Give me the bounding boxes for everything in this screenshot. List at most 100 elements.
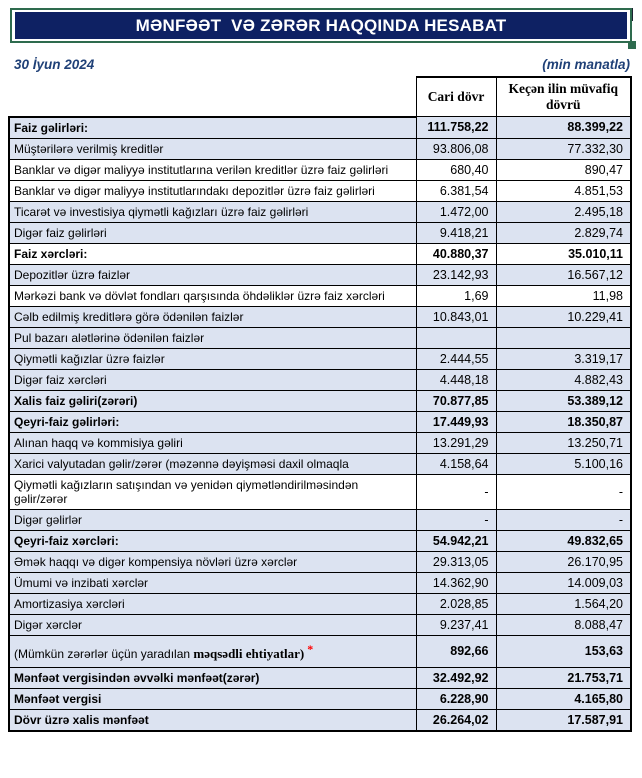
report-date: 30 İyun 2024 xyxy=(14,57,95,72)
row-label-cell: Digər xərclər xyxy=(8,613,417,636)
table-row: Banklar və digər maliyyə institutlarında… xyxy=(8,179,632,202)
row-label-cell: Pul bazarı alətlərinə ödənilən faizlər xyxy=(8,326,417,349)
previous-value-cell: 35.010,11 xyxy=(495,242,632,265)
current-value-cell: 26.264,02 xyxy=(415,708,497,732)
unit-note: (min manatla) xyxy=(542,57,630,72)
table-row: Alınan haqq və kommisiya gəliri 13.291,29… xyxy=(8,431,632,454)
table-row: Qiymətli kağızlar üzrə faizlər 2.444,55 3.… xyxy=(8,347,632,370)
row-label-cell: Mənfəət vergisi xyxy=(8,687,417,710)
row-label-cell: Müştərilərə verilmiş kreditlər xyxy=(8,137,417,160)
label-prefix: (Mümkün zərərlər üçün yaradılan xyxy=(14,646,194,661)
current-value-cell: 17.449,93 xyxy=(415,410,497,433)
previous-value-cell: 153,63 xyxy=(495,634,632,668)
table-row: Digər xərclər 9.237,41 8.088,47 xyxy=(8,613,632,636)
row-label-cell: Digər faiz gəlirləri xyxy=(8,221,417,244)
current-value-cell: 111.758,22 xyxy=(415,116,497,139)
previous-value-cell: 14.009,03 xyxy=(495,571,632,594)
col-header-previous: Keçən ilin müvafiq dövrü xyxy=(495,76,632,117)
current-value-cell: 9.418,21 xyxy=(415,221,497,244)
previous-value-cell: - xyxy=(495,508,632,531)
previous-value-cell: 4.882,43 xyxy=(495,368,632,391)
table-row: Digər gəlirlər - - xyxy=(8,508,632,531)
current-value-cell: 6.381,54 xyxy=(415,179,497,202)
table-row: Müştərilərə verilmiş kreditlər 93.806,08 7… xyxy=(8,137,632,160)
row-label-cell: Digər gəlirlər xyxy=(8,508,417,531)
current-value-cell: 23.142,93 xyxy=(415,263,497,286)
current-value-cell: 1.472,00 xyxy=(415,200,497,223)
previous-value-cell: 3.319,17 xyxy=(495,347,632,370)
row-label-cell: Dövr üzrə xalis mənfəət xyxy=(8,708,417,732)
row-label-cell: Xarici valyutadan gəlir/zərər (məzənnə d… xyxy=(8,452,417,475)
table-body: Faiz gəlirləri: 111.758,22 88.399,22 Müştər… xyxy=(8,115,632,732)
current-value-cell: 54.942,21 xyxy=(415,529,497,552)
table-row: Qeyri-faiz xərcləri: 54.942,21 49.832,65 xyxy=(8,529,632,552)
current-value-cell: 14.362,90 xyxy=(415,571,497,594)
previous-value-cell: 890,47 xyxy=(495,158,632,181)
table-row: Ümumi və inzibati xərclər 14.362,90 14.009… xyxy=(8,571,632,594)
current-value-cell: 2.028,85 xyxy=(415,592,497,615)
previous-value-cell: 17.587,91 xyxy=(495,708,632,732)
table-row: Mənfəət vergisi 6.228,90 4.165,80 xyxy=(8,687,632,710)
previous-value-cell: 88.399,22 xyxy=(495,116,632,139)
row-label-cell: Qiymətli kağızlar üzrə faizlər xyxy=(8,347,417,370)
previous-value-cell: 2.829,74 xyxy=(495,221,632,244)
table-row: Mərkəzi bank və dövlət fondları qarşısın… xyxy=(8,284,632,307)
current-value-cell: 4.158,64 xyxy=(415,452,497,475)
current-value-cell: 892,66 xyxy=(415,634,497,668)
row-label-cell: Alınan haqq və kommisiya gəliri xyxy=(8,431,417,454)
current-value-cell: 32.492,92 xyxy=(415,666,497,689)
current-value-cell: 40.880,37 xyxy=(415,242,497,265)
previous-value-cell: 53.389,12 xyxy=(495,389,632,412)
table-header-row: Cari dövr Keçən ilin müvafiq dövrü xyxy=(9,76,632,117)
previous-value-cell: 77.332,30 xyxy=(495,137,632,160)
table-row: Banklar və digər maliyyə institutlarına … xyxy=(8,158,632,181)
table-row: Dövr üzrə xalis mənfəət 26.264,02 17.587,9… xyxy=(8,708,632,732)
row-label-cell: Xalis faiz gəliri(zərəri) xyxy=(8,389,417,412)
table-row: Digər faiz gəlirləri 9.418,21 2.829,74 xyxy=(8,221,632,244)
previous-value-cell: 4.851,53 xyxy=(495,179,632,202)
meta-row: 30 İyun 2024 (min manatla) xyxy=(14,57,630,72)
row-label-cell: Depozitlər üzrə faizlər xyxy=(8,263,417,286)
current-value-cell: 70.877,85 xyxy=(415,389,497,412)
table-row: Ticarət və investisiya qiymətli kağızlar… xyxy=(8,200,632,223)
previous-value-cell: 49.832,65 xyxy=(495,529,632,552)
row-label-cell: Qeyri-faiz gəlirləri: xyxy=(8,410,417,433)
label-serif-part: məqsədli ehtiyatlar) xyxy=(193,645,305,661)
current-value-cell: 6.228,90 xyxy=(415,687,497,710)
title-banner-frame: MƏNFƏƏT VƏ ZƏRƏR HAQQINDA HESABAT xyxy=(10,8,632,43)
title-banner: MƏNFƏƏT VƏ ZƏRƏR HAQQINDA HESABAT xyxy=(10,8,636,49)
previous-value-cell: 16.567,12 xyxy=(495,263,632,286)
current-value-cell: - xyxy=(415,473,497,510)
table-row: Xarici valyutadan gəlir/zərər (məzənnə d… xyxy=(8,452,632,475)
previous-value-cell: - xyxy=(495,473,632,510)
previous-value-cell: 10.229,41 xyxy=(495,305,632,328)
current-value-cell: 4.448,18 xyxy=(415,368,497,391)
row-label-cell: Əmək haqqı və digər kompensiya növləri ü… xyxy=(8,550,417,573)
table-row: Əmək haqqı və digər kompensiya növləri ü… xyxy=(8,550,632,573)
current-value-cell: 13.291,29 xyxy=(415,431,497,454)
row-label-cell: Mərkəzi bank və dövlət fondları qarşısın… xyxy=(8,284,417,307)
previous-value-cell: 4.165,80 xyxy=(495,687,632,710)
current-value-cell: 680,40 xyxy=(415,158,497,181)
current-value-cell: 29.313,05 xyxy=(415,550,497,573)
row-label-cell: (Mümkün zərərlər üçün yaradılan məqsədli… xyxy=(8,634,417,668)
table-row: Xalis faiz gəliri(zərəri) 70.877,85 53.389… xyxy=(8,389,632,412)
row-label-cell: Mənfəət vergisindən əvvəlki mənfəət(zərə… xyxy=(8,666,417,689)
row-label-cell: Ümumi və inzibati xərclər xyxy=(8,571,417,594)
current-value-cell: 9.237,41 xyxy=(415,613,497,636)
previous-value-cell: 2.495,18 xyxy=(495,200,632,223)
current-value-cell: 10.843,01 xyxy=(415,305,497,328)
current-value-cell: 1,69 xyxy=(415,284,497,307)
report-page: { "title": "M\u018fNF\u018f\u018fT\u00a0… xyxy=(0,8,642,778)
current-value-cell: - xyxy=(415,508,497,531)
col-header-current: Cari dövr xyxy=(415,76,497,117)
row-label-cell: Amortizasiya xərcləri xyxy=(8,592,417,615)
previous-value-cell xyxy=(495,326,632,349)
previous-value-cell: 11,98 xyxy=(495,284,632,307)
corner-handle xyxy=(628,41,636,49)
table-row: Amortizasiya xərcləri 2.028,85 1.564,20 xyxy=(8,592,632,615)
header-corner-cell xyxy=(9,77,416,117)
row-label-cell: Cəlb edilmiş kreditlərə görə ödənilən fa… xyxy=(8,305,417,328)
row-label-cell: Digər faiz xərcləri xyxy=(8,368,417,391)
table-row: (Mümkün zərərlər üçün yaradılan məqsədli… xyxy=(8,634,632,668)
